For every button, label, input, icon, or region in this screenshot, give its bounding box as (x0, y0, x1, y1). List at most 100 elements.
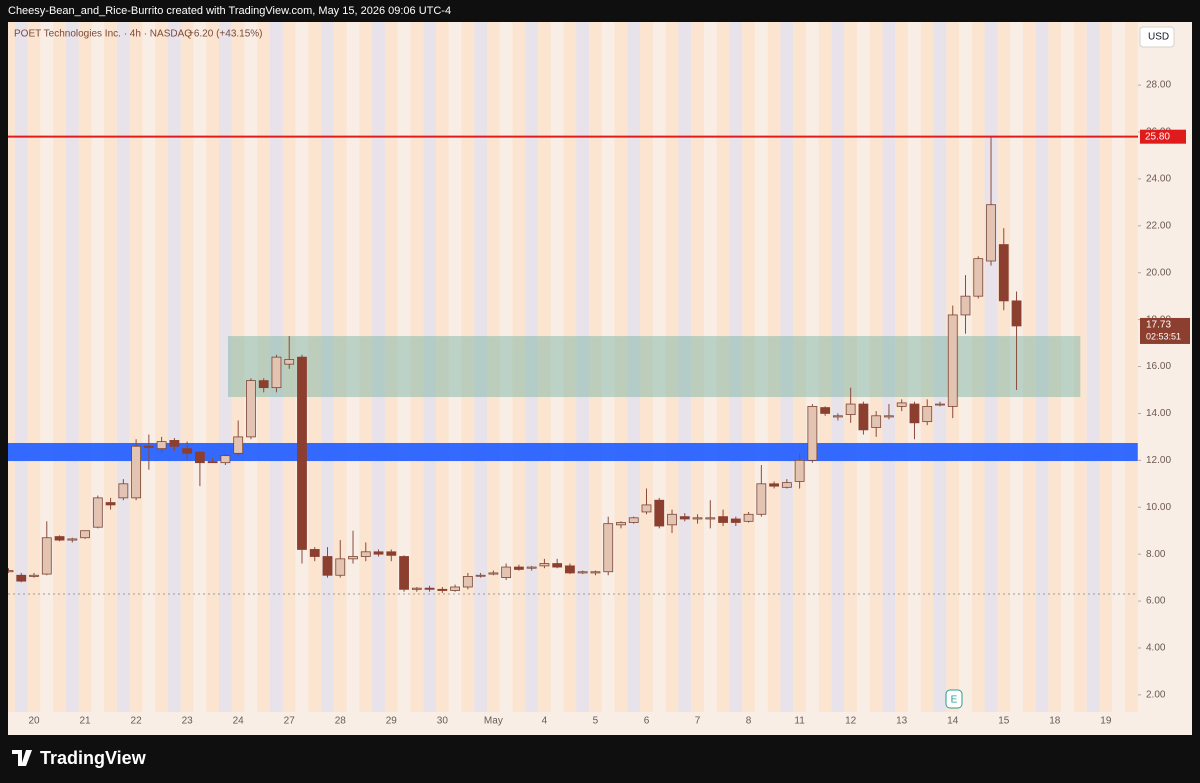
candle-body (679, 516, 690, 520)
candle-body (667, 513, 677, 526)
session-stripe (116, 22, 130, 712)
candle-body (437, 588, 448, 591)
candle-body (577, 571, 588, 574)
x-tick-label: 23 (182, 716, 194, 727)
candle-body (998, 244, 1009, 302)
candle-body (322, 556, 333, 576)
lines (8, 135, 1138, 595)
x-tick-label: 24 (233, 716, 245, 727)
axes: 2.004.006.008.0010.0012.0014.0016.0018.0… (8, 22, 1192, 735)
session-stripe (53, 22, 66, 712)
zones (8, 336, 1138, 462)
candle-body (628, 517, 639, 523)
x-tick-label: 27 (284, 716, 296, 727)
logo: TradingView (12, 748, 147, 768)
candle-body (909, 403, 920, 424)
session-stripe (1099, 22, 1113, 712)
y-tick-label: 24.00 (1146, 174, 1171, 185)
attribution: Cheesy-Bean_and_Rice-Burrito created wit… (8, 5, 451, 17)
candle-body (411, 587, 422, 590)
candle-body (271, 356, 282, 389)
x-tick-label: 15 (998, 716, 1010, 727)
session-stripe (65, 22, 79, 712)
session-stripe (14, 22, 28, 712)
candle-body (67, 538, 78, 541)
session-stripe (142, 22, 156, 712)
candle-body (947, 314, 958, 407)
candle-body (220, 455, 231, 464)
candle-body (922, 406, 933, 423)
earnings-marker[interactable] (945, 689, 963, 709)
x-tick-label: 7 (695, 716, 701, 727)
brand: TradingView (40, 748, 147, 768)
candle-body (960, 295, 971, 316)
session-stripe (219, 22, 232, 712)
candle-body (297, 356, 307, 550)
currency-box[interactable] (1139, 26, 1175, 48)
y-tick-label: 6.00 (1146, 596, 1166, 607)
zone (227, 336, 1081, 398)
x-tick-label: 29 (386, 716, 398, 727)
session-stripe (1112, 22, 1125, 712)
candle-body (1011, 300, 1022, 327)
candle-body (935, 403, 945, 406)
candle-body (884, 415, 894, 418)
candle-body (794, 459, 805, 482)
candle-body (8, 570, 14, 573)
x-tick-label: May (484, 716, 503, 727)
candle-body (743, 513, 754, 522)
candle-body (233, 436, 244, 454)
candle-body (360, 551, 371, 557)
candle-body (335, 558, 346, 576)
candle-body (105, 502, 116, 506)
y-tick-label: 20.00 (1146, 267, 1171, 278)
candle-body (730, 518, 741, 523)
candle-body (973, 258, 984, 297)
candle-body (92, 497, 103, 528)
candle-body (41, 537, 52, 575)
session-stripe (129, 22, 143, 712)
candle-body (616, 522, 626, 526)
candle-body (641, 504, 652, 513)
currency[interactable]: USD (1148, 32, 1169, 43)
chart-title: POET Technologies Inc. · 4h · NASDAQ (14, 29, 192, 40)
candle-body (246, 380, 256, 438)
session-stripe (206, 22, 220, 712)
candle-body (718, 516, 728, 523)
price-label: 25.80 (1145, 131, 1170, 142)
x-tick-label: 8 (746, 716, 752, 727)
candle-body (309, 549, 320, 557)
last-price: 17.73 (1146, 320, 1171, 331)
countdown: 02:53:51 (1146, 331, 1181, 341)
candle-body (705, 517, 716, 520)
session-stripe (193, 22, 207, 712)
candle-body (80, 530, 90, 539)
candle-body (539, 563, 550, 567)
candle-body (781, 482, 792, 488)
candle-body (501, 566, 512, 579)
session-stripe (1125, 22, 1138, 712)
candle-body (488, 572, 499, 575)
candle-body (450, 586, 461, 591)
x-tick-label: 20 (28, 716, 40, 727)
x-tick-label: 6 (644, 716, 650, 727)
candle-body (348, 556, 358, 560)
earnings-label[interactable]: E (951, 695, 958, 706)
session-stripe (155, 22, 168, 712)
y-tick-label: 14.00 (1146, 408, 1171, 419)
candle-body (526, 566, 537, 569)
candle-body (424, 587, 435, 590)
candle-body (131, 445, 142, 499)
session-stripe (104, 22, 117, 712)
y-tick-label: 22.00 (1146, 220, 1171, 231)
session-stripe (168, 22, 181, 712)
candle-body (565, 565, 575, 574)
candle-body (386, 551, 397, 556)
logo-mark (12, 750, 32, 766)
candle-body (475, 574, 486, 577)
candle-body (871, 415, 882, 428)
x-tick-label: 28 (335, 716, 347, 727)
session-stripe (78, 22, 92, 712)
